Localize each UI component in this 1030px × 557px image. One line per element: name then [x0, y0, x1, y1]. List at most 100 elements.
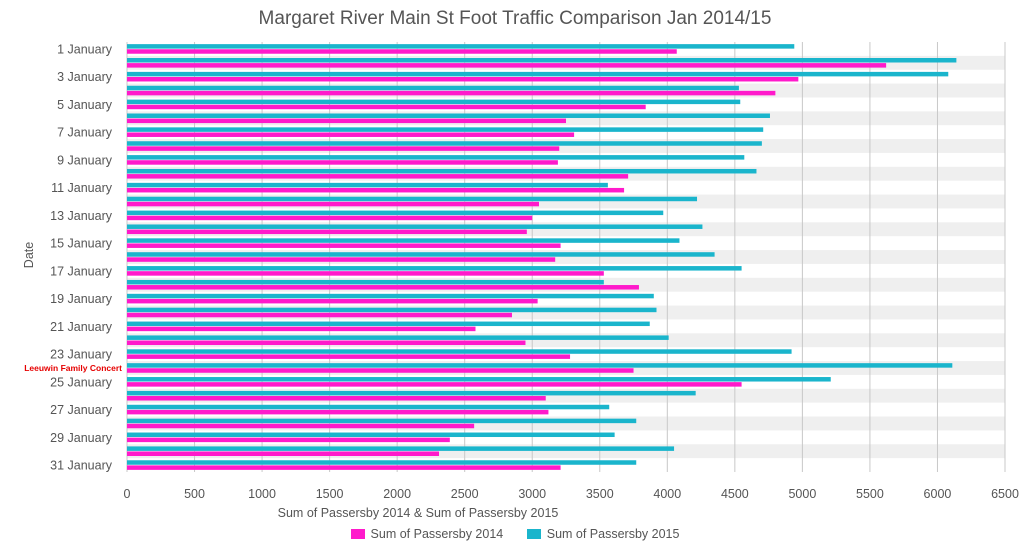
bar-2015 — [127, 238, 680, 243]
bar-2015 — [127, 390, 696, 396]
chart-title: Margaret River Main St Foot Traffic Comp… — [258, 8, 772, 29]
legend: Sum of Passersby 2014 Sum of Passersby 2… — [0, 527, 1030, 541]
legend-swatch-2015 — [526, 529, 541, 539]
bar-2015 — [127, 377, 831, 382]
bar-chart: 1 January 3 January 5 January 7 January 9 Ja… — [22, 42, 1019, 520]
y-tick-label: 21 January — [50, 320, 113, 334]
bar-2015 — [127, 363, 953, 368]
bar-2014 — [127, 187, 625, 193]
x-tick-label: 3000 — [518, 487, 546, 501]
y-tick-label: 15 January — [50, 237, 113, 251]
x-axis-title: Sum of Passersby 2014 & Sum of Passersby… — [278, 506, 559, 520]
bar-2015 — [127, 266, 742, 271]
x-tick-label: 5500 — [856, 487, 884, 501]
y-tick-label: 7 January — [57, 126, 113, 140]
row-band — [127, 250, 1005, 264]
row-band — [127, 444, 1005, 459]
bar-2014 — [127, 215, 533, 221]
bar-2014 — [127, 368, 634, 373]
bar-2014 — [127, 257, 556, 262]
bar-2014 — [127, 298, 538, 304]
y-tick-label: 29 January — [50, 431, 113, 445]
bar-2015 — [127, 58, 957, 63]
x-tick-label: 2500 — [451, 487, 479, 501]
x-tick-labels: 0 500 1000 1500 2000 2500 3000 3500 4000 4500 5000… — [124, 487, 1019, 501]
row-band — [127, 139, 1005, 153]
bar-2014 — [127, 354, 571, 359]
bar-2015 — [127, 279, 604, 285]
bar-2015 — [127, 307, 657, 313]
bar-2014 — [127, 76, 799, 82]
y-tick-label: 27 January — [50, 403, 113, 417]
bar-2015 — [127, 349, 792, 354]
legend-item-2015: Sum of Passersby 2015 — [526, 527, 680, 541]
bar-2014 — [127, 326, 476, 332]
y-tick-label: 1 January — [57, 42, 113, 56]
bar-2014 — [127, 312, 512, 318]
bar-2014 — [127, 132, 575, 137]
bar-2014 — [127, 63, 887, 68]
y-tick-labels: 1 January 3 January 5 January 7 January 9 Ja… — [50, 42, 113, 472]
row-band — [127, 194, 1005, 209]
bars — [127, 44, 957, 470]
bar-2015 — [127, 127, 764, 132]
bar-2015 — [127, 71, 949, 77]
bar-2015 — [127, 432, 615, 438]
annotation-label: Leeuwin Family Concert — [24, 363, 122, 373]
x-tick-label: 3500 — [586, 487, 614, 501]
x-tick-label: 2000 — [383, 487, 411, 501]
bar-2015 — [127, 404, 610, 410]
bar-2014 — [127, 451, 440, 456]
y-axis-title: Date — [22, 242, 36, 268]
legend-label-2014: Sum of Passersby 2014 — [370, 527, 504, 541]
bar-2014 — [127, 382, 742, 387]
bar-2015 — [127, 335, 669, 340]
bar-2014 — [127, 465, 561, 470]
y-tick-label: 23 January — [50, 348, 113, 362]
bar-2014 — [127, 118, 566, 124]
legend-item-2014: Sum of Passersby 2014 — [350, 527, 504, 541]
bar-2014 — [127, 201, 539, 207]
row-band — [127, 111, 1005, 126]
bar-2015 — [127, 460, 637, 465]
bar-2014 — [127, 229, 527, 235]
y-tick-label: 17 January — [50, 264, 113, 278]
y-tick-label: 5 January — [57, 98, 113, 112]
row-band — [127, 305, 1005, 320]
bar-2015 — [127, 210, 664, 216]
bar-2014 — [127, 271, 604, 276]
x-tick-label: 4500 — [721, 487, 749, 501]
y-tick-label: 31 January — [50, 459, 113, 473]
annotations: Leeuwin Family Concert — [24, 363, 122, 373]
bar-2015 — [127, 196, 698, 202]
bar-2015 — [127, 155, 745, 160]
row-band — [127, 333, 1005, 348]
row-band — [127, 388, 1005, 403]
bar-2015 — [127, 224, 703, 229]
row-band — [127, 166, 1005, 181]
y-tick-label: 13 January — [50, 209, 113, 223]
bar-2014 — [127, 243, 561, 248]
bar-2014 — [127, 146, 560, 151]
bar-2015 — [127, 252, 715, 257]
row-band — [127, 83, 1005, 98]
bar-2015 — [127, 44, 795, 49]
x-tick-label: 4000 — [653, 487, 681, 501]
x-tick-label: 6500 — [991, 487, 1019, 501]
bar-2014 — [127, 340, 526, 346]
bar-2014 — [127, 423, 475, 429]
x-tick-label: 500 — [184, 487, 205, 501]
x-tick-label: 1000 — [248, 487, 276, 501]
bar-2014 — [127, 409, 549, 415]
row-band — [127, 416, 1005, 431]
bar-2015 — [127, 141, 762, 146]
legend-swatch-2014 — [350, 529, 365, 539]
bar-2015 — [127, 293, 654, 299]
bar-2015 — [127, 321, 650, 327]
y-tick-label: 9 January — [57, 153, 113, 167]
y-tick-label: 25 January — [50, 375, 113, 389]
bar-2014 — [127, 160, 558, 165]
bar-2015 — [127, 113, 770, 118]
legend-label-2015: Sum of Passersby 2015 — [546, 527, 680, 541]
row-band — [127, 222, 1005, 237]
